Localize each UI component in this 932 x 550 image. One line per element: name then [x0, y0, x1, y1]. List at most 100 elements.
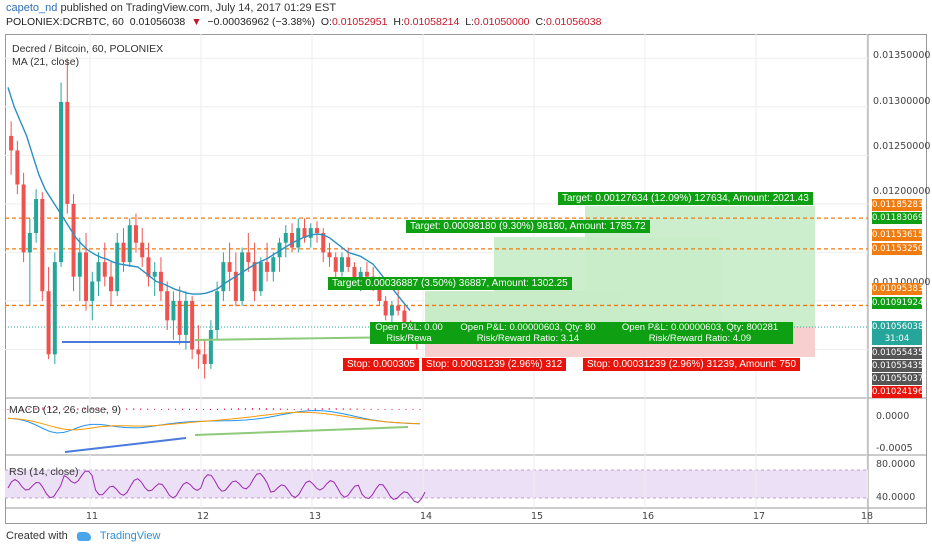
macd-divergence-line-1[interactable]: [64, 437, 187, 453]
candle-body: [321, 232, 326, 253]
time-tick: 13: [309, 511, 322, 522]
created-with: Created with: [6, 530, 68, 542]
candle-body: [265, 262, 270, 272]
candle-body: [290, 232, 295, 248]
last-price: 0.01056038: [129, 16, 186, 28]
candle-body: [109, 276, 113, 292]
candle-body: [9, 135, 14, 151]
target-label-3[interactable]: Target: 0.00127634 (12.09%) 127634, Amou…: [558, 192, 813, 205]
open-value: 0.01052951: [331, 16, 388, 28]
price-box-text: 0.01055037: [872, 374, 924, 384]
price-box: 0.01153250: [872, 243, 923, 255]
price-box: 0.01055037: [872, 373, 924, 385]
candle-body: [315, 228, 319, 233]
tradingview-brand[interactable]: TradingView: [99, 530, 161, 542]
symbol: POLONIEX:DCRBTC, 60: [6, 16, 124, 28]
candle-body: [65, 101, 70, 204]
candle-body: [15, 150, 20, 185]
target-label-2[interactable]: Target: 0.00098180 (9.30%) 98180, Amount…: [406, 220, 650, 233]
stop-label-3[interactable]: Stop: 0.00031239 (2.96%) 31239, Amount: …: [583, 358, 801, 371]
candle-body: [208, 330, 213, 365]
candle-body: [283, 232, 288, 243]
pnl-line: Open P&L: 0.00: [375, 322, 443, 333]
price-box: 0.01056038: [872, 321, 924, 333]
candle-body: [389, 305, 394, 316]
candle-body: [296, 228, 301, 248]
close-label: C:: [535, 16, 546, 28]
candle-body: [177, 300, 182, 335]
candle-body: [308, 228, 313, 238]
author-name[interactable]: capeto_nd: [6, 2, 58, 14]
candle-body: [127, 225, 132, 263]
rsi-legend: RSI (14, close): [9, 466, 79, 478]
candle-body: [46, 291, 51, 355]
candle-body: [227, 262, 232, 272]
chart-title: Decred / Bitcoin, 60, POLONIEX: [12, 43, 164, 55]
candle-body: [215, 291, 220, 331]
pnl-label-2[interactable]: Open P&L: 0.00000603, Qty: 80 Risk/Rewar…: [448, 322, 608, 344]
candle-body: [402, 310, 407, 331]
macd-tick: -0.0005: [876, 443, 913, 454]
stop-label-1[interactable]: Stop: 0.000305: [343, 358, 419, 371]
candle-body: [52, 262, 57, 355]
symbol-header: POLONIEX:DCRBTC, 60 0.01056038 ▼ −0.0003…: [6, 16, 604, 28]
time-tick: 15: [531, 511, 544, 522]
price-box-text: 0.01056038: [872, 322, 924, 332]
price-box-text: 0.01091924: [872, 298, 924, 308]
candle-body: [133, 225, 138, 243]
candle-body: [383, 300, 388, 316]
price-box: 0.01183069: [872, 212, 923, 224]
candle-body: [364, 271, 369, 277]
candle-body: [146, 257, 151, 277]
price-box-text: 0.01055435: [872, 361, 924, 371]
candle-body: [277, 242, 282, 258]
target-label-1[interactable]: Target: 0.00036887 (3.50%) 36887, Amount…: [328, 277, 572, 290]
low-value: 0.01050000: [474, 16, 530, 28]
time-tick: 11: [86, 511, 99, 522]
candle-body: [302, 228, 307, 238]
candle-body: [258, 262, 263, 292]
candle-body: [90, 281, 95, 301]
signal-line: [7, 411, 421, 431]
price-box: 0.01055435: [872, 360, 924, 372]
time-tick: 17: [753, 511, 766, 522]
footer: Created with TradingView: [6, 530, 160, 542]
rr-line: Risk/Reward Ratio: 3.14: [476, 333, 580, 344]
candle-body: [196, 349, 201, 355]
price-box: 0.01091924: [872, 297, 924, 309]
candle-body: [221, 262, 226, 292]
stop-label-2[interactable]: Stop: 0.00031239 (2.96%) 312: [422, 358, 567, 371]
time-tick: 12: [197, 511, 210, 522]
macd-legend: MACD (12, 26, close, 9): [9, 404, 122, 416]
price-box-text: 0.01095383: [872, 284, 924, 294]
candle-body: [190, 300, 195, 350]
candle-body: [84, 252, 89, 301]
countdown-box: 31:04: [872, 333, 922, 345]
candle-body: [96, 262, 101, 282]
candle-body: [183, 300, 188, 335]
ma-line: [7, 87, 411, 312]
candle-body: [240, 252, 245, 301]
macd-divergence-line-2[interactable]: [194, 426, 409, 436]
candle-body: [358, 271, 363, 282]
pnl-label-1[interactable]: Open P&L: 0.00 Risk/Rewa: [370, 322, 448, 344]
high-label: H:: [393, 16, 404, 28]
rsi-tick: 80.0000: [876, 459, 916, 470]
chart-frame: [5, 34, 927, 524]
open-label: O:: [320, 16, 332, 28]
price-tick: 0.01350000: [873, 50, 931, 61]
candle-body: [21, 184, 26, 253]
pnl-label-3[interactable]: Open P&L: 0.00000603, Qty: 800281 Risk/R…: [607, 322, 793, 344]
price-tick: 0.01300000: [873, 96, 931, 107]
close-value: 0.01056038: [545, 16, 602, 28]
price-tick: 0.01200000: [873, 186, 931, 197]
time-tick: 16: [642, 511, 655, 522]
low-label: L:: [465, 16, 475, 28]
price-box-text: 0.01153615: [872, 230, 924, 240]
candle-body: [396, 305, 401, 311]
candle-body: [115, 242, 120, 292]
price-box-text: 0.01185283: [872, 200, 924, 210]
rr-line: Risk/Rewa: [386, 333, 432, 344]
candle-body: [140, 242, 145, 258]
